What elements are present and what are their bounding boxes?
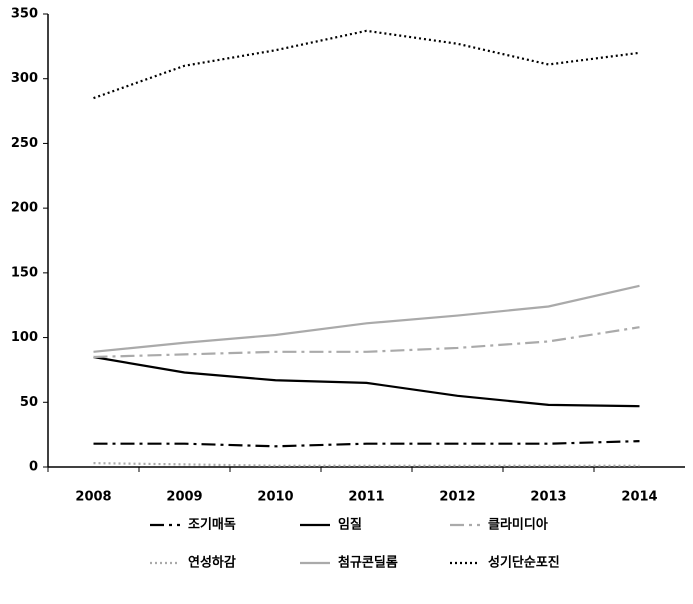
series-line: [93, 355, 640, 408]
y-tick-label: 100: [11, 330, 38, 345]
series-line: [93, 326, 640, 359]
legend-label: 조기매독: [188, 518, 236, 533]
x-tick-label: 2008: [75, 490, 111, 505]
legend-label: 첨규콘딜롬: [338, 555, 398, 571]
x-tick-label: 2009: [166, 490, 202, 505]
y-tick-label: 250: [11, 136, 38, 151]
legend-label: 클라미디아: [488, 517, 548, 533]
y-tick-label: 50: [20, 395, 38, 410]
series-line: [93, 462, 640, 467]
series-line: [93, 284, 640, 353]
series-line: [93, 440, 640, 448]
y-tick-label: 300: [11, 71, 38, 86]
x-tick-label: 2012: [439, 490, 475, 505]
y-tick-label: 150: [11, 265, 38, 280]
legend-label: 임질: [338, 518, 362, 533]
x-tick-label: 2011: [348, 490, 384, 505]
y-tick-label: 0: [29, 460, 38, 475]
x-tick-label: 2010: [257, 490, 293, 505]
x-tick-label: 2014: [621, 490, 657, 505]
x-tick-label: 2013: [530, 490, 566, 505]
legend-label: 성기단순포진: [488, 555, 560, 571]
series-line: [93, 29, 640, 100]
legend-label: 연성하감: [188, 555, 236, 571]
y-tick-label: 200: [11, 201, 38, 216]
y-tick-label: 350: [11, 7, 38, 22]
